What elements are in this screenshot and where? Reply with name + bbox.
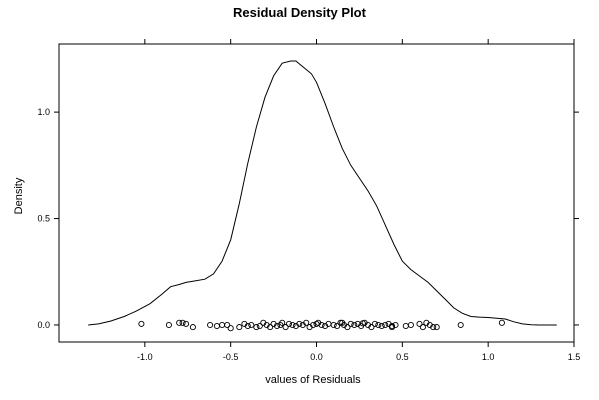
residual-points: [138, 319, 505, 332]
residual-point: [179, 319, 186, 326]
residual-point: [347, 320, 354, 327]
density-curve: [88, 60, 557, 326]
x-tick-label-3: 0.5: [396, 352, 409, 362]
x-tick-label-5: 1.5: [568, 352, 581, 362]
y-tick-label-2: 1.0: [37, 107, 50, 117]
residual-point: [165, 321, 172, 329]
residual-point: [371, 320, 378, 327]
x-tick-label-1: -0.5: [223, 352, 239, 362]
residual-point: [318, 321, 325, 329]
residual-point: [138, 320, 145, 327]
residual-point: [182, 320, 190, 327]
residual-point: [279, 319, 286, 326]
residual-point: [388, 322, 396, 330]
y-tick-label-1: 0.5: [37, 214, 50, 224]
residual-point: [296, 320, 303, 327]
residual-point: [282, 324, 289, 331]
y-axis: 0.0 0.5 1.0: [37, 107, 579, 330]
residual-point: [227, 325, 234, 332]
x-axis-label: values of Residuals: [265, 374, 361, 386]
residual-point: [256, 322, 263, 330]
residual-point: [392, 321, 399, 329]
residual-point: [382, 321, 389, 329]
residual-point: [207, 321, 214, 329]
residual-point: [330, 321, 337, 329]
residual-point: [419, 324, 426, 331]
x-tick-label-0: -1.0: [137, 352, 153, 362]
residual-point: [457, 321, 464, 329]
residual-point: [426, 321, 433, 329]
chart-title: Residual Density Plot: [233, 5, 367, 20]
residual-point: [407, 321, 414, 329]
x-axis: -1.0 -0.5 0.0 0.5 1.0 1.5: [137, 39, 580, 362]
residual-point: [368, 324, 375, 331]
residual-point: [253, 324, 260, 331]
residual-point: [351, 321, 358, 329]
residual-point: [267, 324, 274, 331]
residual-point: [244, 322, 251, 330]
residual-point: [433, 324, 440, 331]
residual-point: [219, 321, 226, 329]
residual-point: [402, 322, 409, 330]
residual-point: [289, 321, 296, 329]
residual-point: [176, 319, 183, 326]
residual-point: [344, 324, 351, 331]
residual-point: [310, 321, 317, 329]
plot-frame: [58, 43, 575, 343]
residual-point: [213, 322, 220, 330]
y-tick-label-0: 0.0: [37, 320, 50, 330]
x-tick-label-2: 0.0: [310, 352, 323, 362]
residual-point: [248, 321, 255, 329]
residual-point: [378, 322, 385, 330]
residual-point: [339, 319, 346, 326]
residual-point: [334, 322, 341, 330]
residual-point: [224, 321, 231, 329]
residual-point: [303, 319, 310, 326]
y-axis-label: Density: [13, 177, 25, 214]
residual-point: [285, 320, 293, 327]
residual-point: [189, 324, 196, 331]
residual-point: [236, 324, 243, 331]
residual-point: [273, 322, 281, 330]
residual-point: [498, 319, 505, 326]
residual-point: [416, 320, 423, 327]
residual-point: [359, 320, 366, 327]
residual-point: [375, 321, 382, 329]
x-tick-label-4: 1.0: [482, 352, 495, 362]
